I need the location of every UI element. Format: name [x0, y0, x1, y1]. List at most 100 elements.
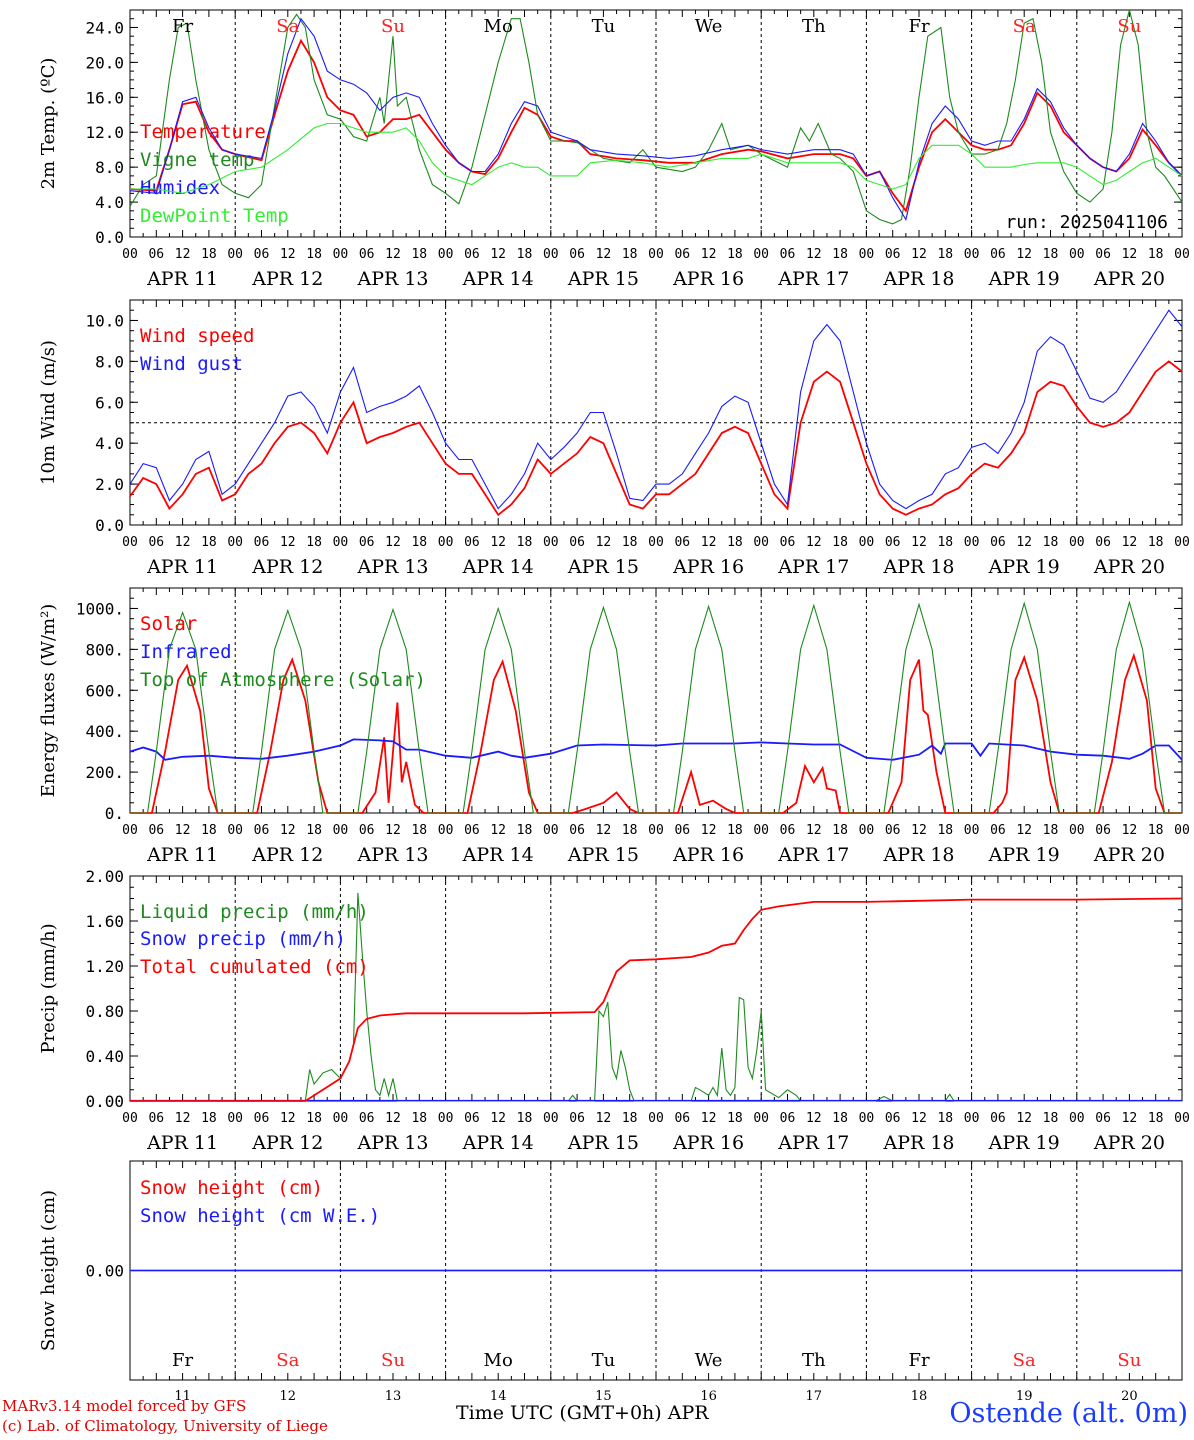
- series-line: [130, 600, 1182, 814]
- hour-label: 00: [438, 823, 454, 838]
- hour-label: 18: [622, 535, 638, 550]
- legend-entry: Snow precip (mm/h): [140, 928, 346, 950]
- hour-label: 12: [911, 1111, 927, 1126]
- hour-label: 12: [806, 247, 822, 262]
- weekday-label: Tu: [592, 16, 616, 37]
- hour-label: 06: [148, 247, 164, 262]
- hour-label: 12: [280, 535, 296, 550]
- hour-label: 00: [1174, 1111, 1190, 1126]
- weekday-label: We: [695, 16, 723, 37]
- hour-label: 00: [1174, 247, 1190, 262]
- weekday-label: Tu: [592, 1350, 616, 1371]
- hour-label: 00: [964, 247, 980, 262]
- hour-label: 06: [674, 823, 690, 838]
- hour-label: 12: [175, 823, 191, 838]
- y-tick-label: 0.0: [95, 228, 124, 247]
- hour-label: 12: [1016, 247, 1032, 262]
- date-label: APR 17: [777, 556, 849, 578]
- hour-label: 12: [490, 535, 506, 550]
- hour-label: 00: [122, 247, 138, 262]
- date-label: APR 15: [567, 844, 639, 866]
- hour-label: 18: [1043, 247, 1059, 262]
- y-tick-label: 0.00: [85, 1262, 124, 1281]
- legend-entry: Liquid precip (mm/h): [140, 901, 369, 923]
- date-label: APR 16: [672, 556, 744, 578]
- hour-label: 00: [543, 535, 559, 550]
- hour-label: 12: [596, 823, 612, 838]
- hour-label: 18: [1043, 535, 1059, 550]
- hour-label: 06: [780, 1111, 796, 1126]
- hour-label: 00: [227, 247, 243, 262]
- hour-label: 00: [964, 823, 980, 838]
- hour-label: 18: [411, 823, 427, 838]
- date-label: APR 14: [462, 844, 534, 866]
- date-label: APR 15: [567, 268, 639, 290]
- panel-frame: [129, 299, 1183, 526]
- weekday-label: Sa: [1013, 1350, 1036, 1371]
- date-label: APR 20: [1093, 1132, 1165, 1154]
- y-tick-label: 12.0: [85, 123, 124, 142]
- hour-label: 12: [596, 535, 612, 550]
- hour-label: 18: [411, 1111, 427, 1126]
- hour-label: 00: [227, 823, 243, 838]
- hour-label: 00: [648, 823, 664, 838]
- hour-label: 00: [333, 823, 349, 838]
- hour-label: 00: [964, 535, 980, 550]
- date-label: APR 18: [882, 268, 954, 290]
- legend-entry: Solar: [140, 613, 197, 635]
- hour-label: 18: [1043, 1111, 1059, 1126]
- date-label: APR 18: [882, 556, 954, 578]
- y-axis-label: 2m Temp. (ºC): [38, 58, 59, 190]
- hour-label: 06: [780, 535, 796, 550]
- hour-label: 12: [490, 247, 506, 262]
- hour-label: 00: [543, 247, 559, 262]
- date-label: APR 16: [672, 268, 744, 290]
- hour-label: 12: [806, 1111, 822, 1126]
- y-tick-label: 0.40: [85, 1047, 124, 1066]
- hour-label: 18: [832, 1111, 848, 1126]
- hour-label: 06: [674, 1111, 690, 1126]
- hour-label: 18: [201, 823, 217, 838]
- hour-label: 12: [1122, 823, 1138, 838]
- hour-label: 18: [201, 535, 217, 550]
- hour-label: 12: [490, 823, 506, 838]
- hour-label: 12: [701, 823, 717, 838]
- hour-label: 18: [937, 247, 953, 262]
- hour-label: 00: [859, 823, 875, 838]
- hour-label: 06: [885, 1111, 901, 1126]
- hour-label: 12: [911, 535, 927, 550]
- hour-label: 00: [1069, 247, 1085, 262]
- hour-label: 00: [438, 1111, 454, 1126]
- hour-label: 00: [753, 535, 769, 550]
- hour-label: 06: [464, 535, 480, 550]
- date-label: APR 18: [882, 844, 954, 866]
- legend-entry: Temperature: [140, 121, 266, 143]
- hour-label: 18: [306, 1111, 322, 1126]
- date-label: APR 11: [146, 556, 218, 578]
- hour-label: 18: [832, 247, 848, 262]
- date-label: APR 20: [1093, 844, 1165, 866]
- day-number-label: 15: [595, 1389, 612, 1404]
- hour-label: 06: [359, 247, 375, 262]
- hour-label: 12: [806, 535, 822, 550]
- hour-label: 18: [1148, 535, 1164, 550]
- series-line: [129, 9, 1183, 225]
- y-tick-label: 0.80: [85, 1002, 124, 1021]
- hour-label: 06: [148, 1111, 164, 1126]
- date-label: APR 20: [1093, 268, 1165, 290]
- hour-label: 18: [622, 1111, 638, 1126]
- hour-label: 06: [359, 535, 375, 550]
- weekday-label: Mo: [484, 16, 513, 37]
- hour-label: 18: [306, 823, 322, 838]
- hour-label: 12: [490, 1111, 506, 1126]
- y-tick-label: 6.0: [95, 393, 124, 412]
- hour-label: 18: [1043, 823, 1059, 838]
- y-tick-label: 1.20: [85, 957, 124, 976]
- hour-label: 06: [990, 535, 1006, 550]
- weekday-label: Fr: [908, 1350, 929, 1371]
- date-label: APR 12: [251, 268, 323, 290]
- hour-label: 06: [464, 823, 480, 838]
- hour-label: 06: [990, 247, 1006, 262]
- hour-label: 00: [122, 535, 138, 550]
- date-label: APR 11: [146, 1132, 218, 1154]
